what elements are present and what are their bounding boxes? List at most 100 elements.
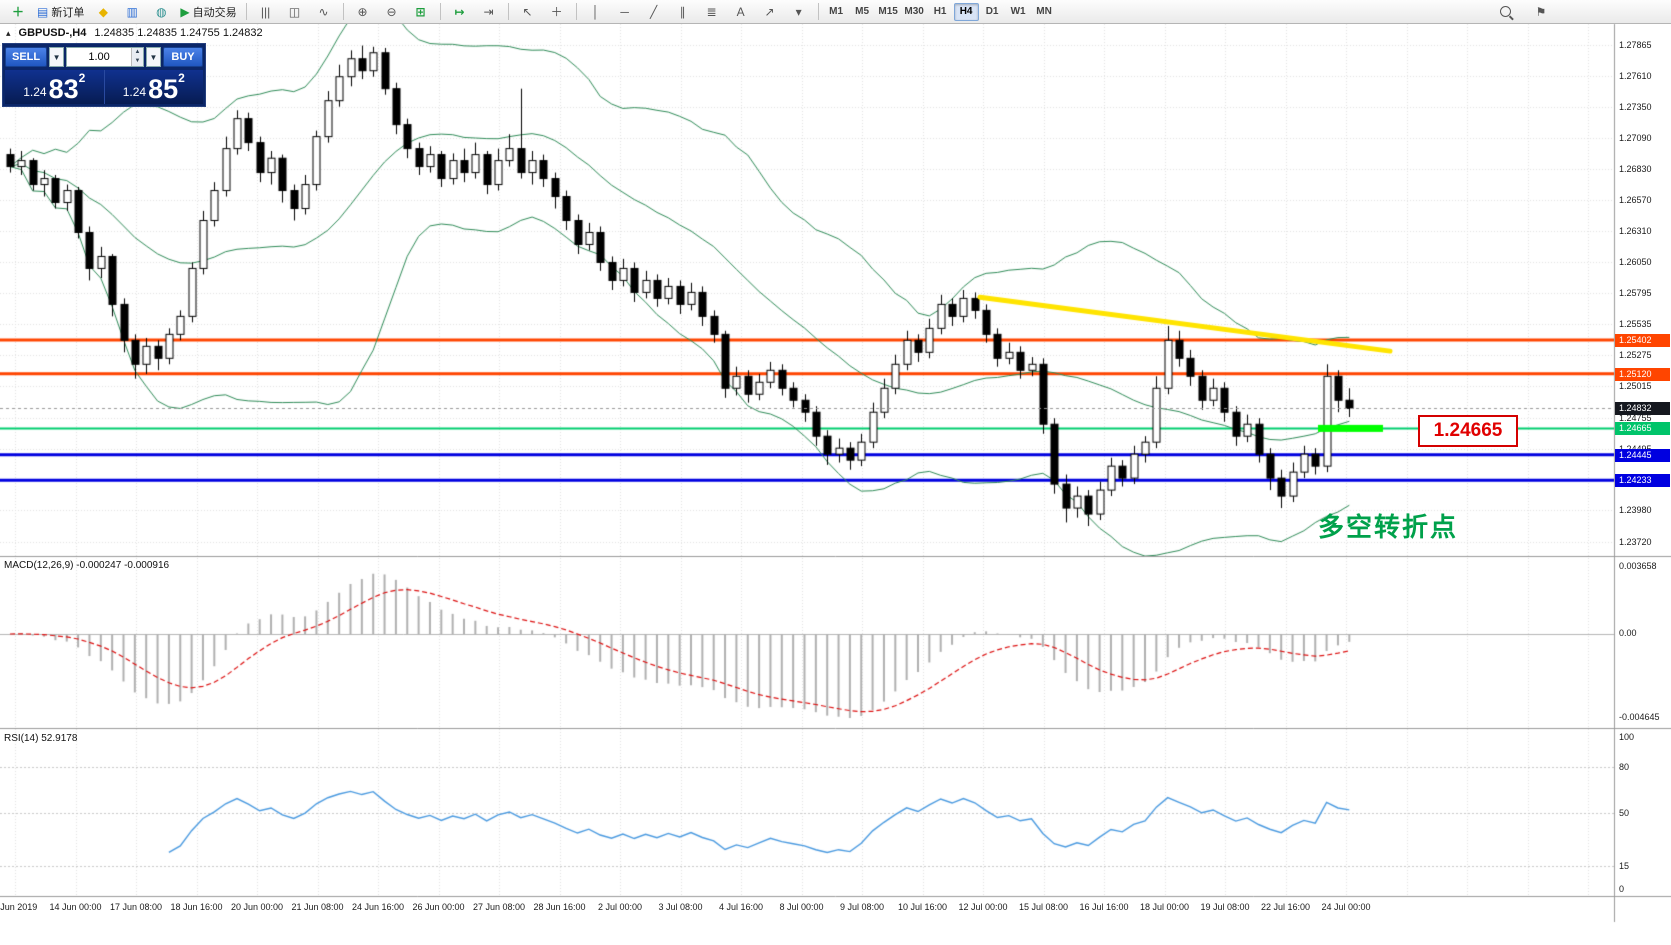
volume-input[interactable]	[67, 48, 131, 66]
zoom-in-icon: ⊕	[357, 4, 368, 19]
tf-m1-button[interactable]: M1	[824, 3, 849, 21]
tf-mn-button[interactable]: MN	[1032, 3, 1057, 21]
autoscroll-icon: ↦	[454, 4, 465, 19]
time-label: 18 Jun 16:00	[170, 902, 223, 912]
horizontal-line-icon: ─	[620, 4, 629, 19]
grid-button[interactable]: ⊞	[407, 1, 435, 23]
macd-scale-bottom: -0.004645	[1619, 712, 1660, 722]
price-tick: 1.27865	[1619, 39, 1652, 50]
tf-m15-button[interactable]: M15	[876, 3, 901, 21]
tf-d1-button[interactable]: D1	[980, 3, 1005, 21]
price-badge: 1.24665	[1615, 422, 1670, 436]
stepper-up-icon[interactable]: ▲	[132, 48, 143, 57]
price-badge: 1.24445	[1615, 448, 1670, 462]
cursor-button[interactable]: ↖	[514, 1, 542, 23]
macd-scale-zero: 0.00	[1619, 628, 1637, 638]
time-label: 14 Jun 00:00	[49, 902, 102, 912]
chart-shift-button[interactable]: ⇥	[475, 1, 503, 23]
rsi-label: RSI(14) 52.9178	[4, 733, 78, 744]
sell-button[interactable]: SELL	[5, 47, 48, 67]
toolbar-separator	[342, 3, 344, 20]
trendline-tool-button[interactable]: ╱	[640, 1, 668, 23]
macd-scale-top: 0.003658	[1619, 561, 1657, 571]
grid-icon: ⊞	[415, 4, 426, 19]
new-order-icon: ▤	[37, 4, 49, 19]
turning-point-note: 多空转折点	[1318, 512, 1459, 542]
time-label: 27 Jun 08:00	[472, 902, 526, 912]
toolbar-separator	[439, 3, 441, 20]
autotrade-label: 自动交易	[192, 6, 237, 19]
sell-price-big: 83	[48, 74, 79, 104]
candlestick-button[interactable]: ◫	[281, 1, 309, 23]
bar-chart-icon: |||	[260, 4, 271, 19]
line-chart-button[interactable]: ∿	[310, 1, 338, 23]
autoscroll-button[interactable]: ↦	[446, 1, 474, 23]
time-label: 3 Jul 08:00	[658, 902, 703, 912]
sell-price-prefix: 1.24	[23, 85, 47, 99]
buy-dropdown[interactable]: ▼	[146, 47, 161, 67]
zoom-out-button[interactable]: ⊖	[378, 1, 406, 23]
vertical-line-icon: │	[591, 4, 600, 19]
pin-button[interactable]: ⚑	[1527, 1, 1555, 23]
crosshair-button[interactable]: ＋	[543, 1, 571, 23]
tf-m30-button[interactable]: M30	[902, 3, 927, 21]
fibonacci-tool-button[interactable]: ≣	[698, 1, 726, 23]
toolbar-separator	[507, 3, 509, 20]
stepper-down-icon[interactable]: ▼	[132, 57, 143, 66]
webtrade-button[interactable]: ◍	[147, 1, 175, 23]
chart-header: ▴ GBPUSD-,H4 1.24835 1.24835 1.24755 1.2…	[6, 27, 263, 39]
new-order-button[interactable]: ▤ 新订单	[33, 1, 88, 23]
crosshair-icon: ＋	[550, 4, 563, 19]
tf-m5-button[interactable]: M5	[850, 3, 875, 21]
bar-chart-button[interactable]: |||	[252, 1, 280, 23]
arrow-tool-icon: ↗	[764, 4, 775, 19]
text-tool-button[interactable]: A	[727, 1, 755, 23]
time-label: 10 Jul 16:00	[897, 902, 948, 912]
chevron-down-icon: ▾	[795, 4, 802, 19]
tf-h1-button[interactable]: H1	[928, 3, 953, 21]
price-tick: 1.25535	[1619, 319, 1652, 330]
price-tick: 1.26050	[1619, 257, 1652, 268]
price-tick: 1.25275	[1619, 350, 1652, 361]
volume-stepper[interactable]: ▲ ▼	[131, 48, 143, 66]
hline-tool-button[interactable]: ─	[611, 1, 639, 23]
price-tick: 1.26570	[1619, 195, 1652, 206]
channel-tool-button[interactable]: ∥	[669, 1, 697, 23]
time-label: 19 Jul 08:00	[1200, 902, 1250, 912]
price-badge: 1.24233	[1615, 474, 1670, 488]
candlestick-icon: ◫	[288, 4, 301, 19]
time-label: 8 Jul 00:00	[779, 902, 824, 912]
rsi-scale-label: 50	[1619, 808, 1630, 818]
price-tick: 1.26310	[1619, 226, 1652, 237]
price-badge: 1.25402	[1615, 334, 1670, 348]
sell-price[interactable]: 1.24 83 2	[5, 70, 105, 104]
tf-h4-button[interactable]: H4	[953, 2, 979, 21]
vline-tool-button[interactable]: │	[582, 1, 610, 23]
market-watch-button[interactable]: ▥	[118, 1, 146, 23]
price-tick: 1.27610	[1619, 70, 1652, 81]
price-tick: 1.26830	[1619, 163, 1652, 174]
search-button[interactable]	[1491, 1, 1519, 23]
new-chart-button[interactable]: ＋	[4, 1, 32, 23]
buy-button[interactable]: BUY	[163, 47, 203, 67]
zoom-in-button[interactable]: ⊕	[349, 1, 377, 23]
macd-label: MACD(12,26,9) -0.000247 -0.000916	[4, 560, 170, 571]
time-label: 22 Jul 16:00	[1260, 902, 1311, 912]
price-annotation-box: 1.24665	[1418, 415, 1518, 447]
buy-price-pip: 2	[178, 71, 185, 85]
buy-price[interactable]: 1.24 85 2	[105, 70, 204, 104]
tf-w1-button[interactable]: W1	[1006, 3, 1031, 21]
chart-ohlc: 1.24835 1.24835 1.24755 1.24832	[94, 27, 263, 39]
autotrade-button[interactable]: ▶ 自动交易	[176, 1, 240, 23]
arrow-tool-button[interactable]: ↗	[756, 1, 784, 23]
time-label: 16 Jul 16:00	[1079, 902, 1129, 912]
toolbar-right-group: ⚑	[1491, 1, 1555, 23]
one-click-toggle[interactable]: ▴	[6, 27, 11, 38]
time-label: 17 Jun 08:00	[109, 902, 163, 912]
profiles-button[interactable]: ◆	[89, 1, 117, 23]
new-chart-icon: ＋	[11, 4, 24, 19]
sell-dropdown[interactable]: ▼	[49, 47, 65, 67]
pin-icon: ⚑	[1535, 4, 1547, 19]
shapes-dropdown-button[interactable]: ▾	[785, 1, 813, 23]
